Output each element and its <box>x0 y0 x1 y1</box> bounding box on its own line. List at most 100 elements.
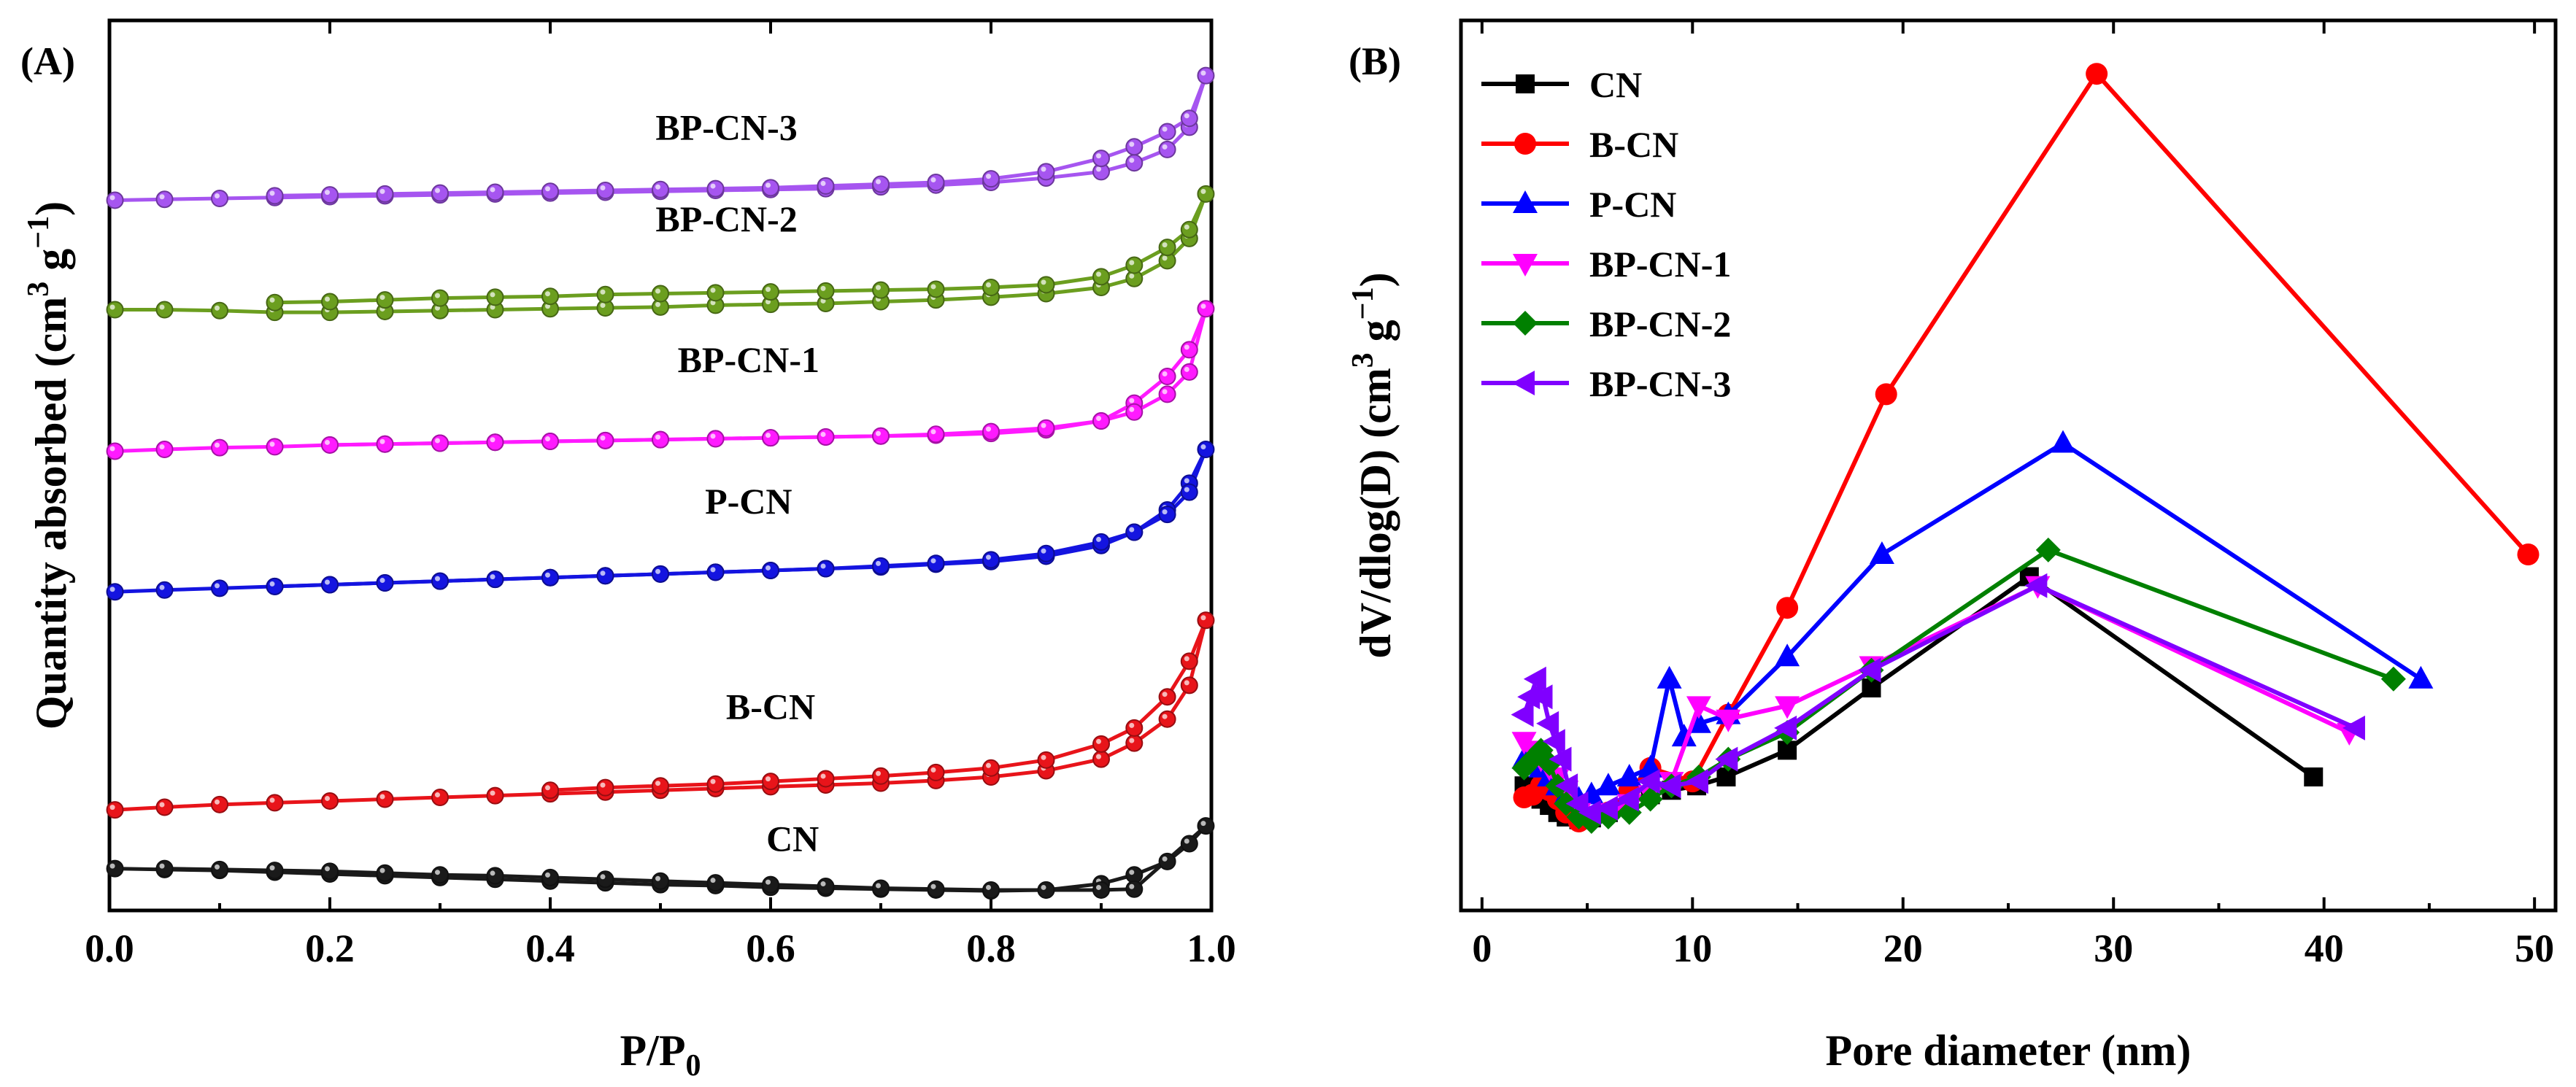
panel-b-x-ticks: 0 10 20 30 40 50 <box>1472 20 2554 970</box>
desorption-point-highlight <box>490 187 495 193</box>
panel-b-x-tick-label: 40 <box>2305 927 2344 970</box>
adsorption-point <box>486 786 504 805</box>
desorption-point-highlight <box>1162 509 1168 515</box>
desorption-point <box>762 179 779 197</box>
desorption-point-highlight <box>379 867 385 873</box>
series-label-bp-cn-1: BP-CN-1 <box>678 339 820 380</box>
desorption-point <box>706 775 725 793</box>
legend-item-bp-cn-1: BP-CN-1 <box>1481 244 1731 285</box>
adsorption-point-highlight <box>1200 615 1206 621</box>
desorption-point <box>321 862 339 881</box>
data-point <box>1671 724 1697 747</box>
data-point <box>1686 696 1711 719</box>
desorption-point <box>1158 688 1176 706</box>
desorption-point <box>927 880 945 898</box>
desorption-point <box>211 860 228 878</box>
desorption-point <box>1092 881 1110 899</box>
legend-item-cn: CN <box>1481 64 1642 105</box>
desorption-point <box>596 285 614 303</box>
desorption-point-highlight <box>159 863 165 869</box>
desorption-point-highlight <box>1162 242 1168 248</box>
adsorption-point-highlight <box>159 584 165 590</box>
desorption-point <box>541 868 559 886</box>
adsorption-point <box>106 191 124 209</box>
adsorption-point <box>106 301 124 319</box>
adsorption-point <box>211 579 228 597</box>
adsorption-point-highlight <box>490 790 495 796</box>
desorption-point <box>376 291 394 309</box>
desorption-point-highlight <box>655 875 660 881</box>
desorption-point <box>1037 751 1055 769</box>
desorption-point-highlight <box>379 295 385 301</box>
desorption-point <box>596 182 614 200</box>
desorption-point-highlight <box>986 174 991 179</box>
desorption-point-highlight <box>1041 884 1046 890</box>
adsorption-point-highlight <box>215 799 220 805</box>
adsorption-point <box>1092 750 1110 768</box>
adsorption-point-highlight <box>1200 188 1206 194</box>
data-point <box>2342 715 2365 740</box>
adsorption-point-highlight <box>215 193 220 198</box>
desorption-point <box>1125 719 1144 737</box>
desorption-point <box>431 184 449 202</box>
desorption-point <box>321 293 339 311</box>
panel-b-y-axis-label-main: dV/dlog(D) (cm <box>1351 368 1400 658</box>
adsorption-point <box>1197 66 1215 85</box>
desorption-point-highlight <box>1041 754 1046 760</box>
legend-swatch-marker <box>1513 254 1538 276</box>
adsorption-point <box>106 859 124 878</box>
data-point <box>1776 597 1799 619</box>
desorption-point <box>1158 123 1176 141</box>
desorption-point-highlight <box>1096 738 1101 744</box>
desorption-point-highlight <box>766 433 771 438</box>
adsorption-point-highlight <box>215 305 220 311</box>
desorption-point-highlight <box>1162 389 1168 395</box>
adsorption-point-highlight <box>1184 680 1189 686</box>
adsorption-point <box>106 801 124 819</box>
adsorption-point-highlight <box>109 805 115 811</box>
adsorption-point-highlight <box>435 792 440 798</box>
desorption-point <box>596 870 614 889</box>
panel-b-x-tick-label: 30 <box>2094 927 2133 970</box>
desorption-point-highlight <box>325 296 330 302</box>
desorption-point <box>321 436 339 454</box>
adsorption-point-highlight <box>1162 713 1168 719</box>
adsorption-point-highlight <box>1184 344 1189 350</box>
panel-b-x-axis-label: Pore diameter (nm) <box>1826 1026 2191 1075</box>
data-point <box>1658 773 1681 799</box>
adsorption-point-highlight <box>1184 838 1189 844</box>
data-point <box>1549 746 1572 772</box>
desorption-point <box>872 879 890 897</box>
adsorption-point-highlight <box>1129 158 1135 163</box>
panel-b: (B) 0 10 20 30 40 50 CN B-CN P-CN BP-CN-1 BP-CN-2… <box>1346 18 2558 1075</box>
adsorption-point <box>1158 140 1176 158</box>
desorption-point <box>486 570 504 589</box>
desorption-point-highlight <box>986 554 991 560</box>
adsorption-point-highlight <box>109 863 115 869</box>
adsorption-point <box>1180 835 1198 853</box>
panel-a-y-axis-label-sup2: −1 <box>22 216 55 249</box>
adsorption-point-highlight <box>215 583 220 589</box>
series-label-b-cn: B-CN <box>726 686 815 727</box>
desorption-point-highlight <box>435 576 440 581</box>
desorption-point-highlight <box>876 560 881 566</box>
data-point <box>1616 786 1639 812</box>
panel-a: (A) 0.0 0.2 0.4 0.6 0.8 1.0 CN B-CN P-CN BP-CN-1… <box>20 18 1236 1083</box>
series-bp-cn-3: BP-CN-3 <box>106 66 1215 209</box>
data-point <box>1542 729 1565 754</box>
desorption-point <box>376 185 394 203</box>
desorption-point-highlight <box>1096 416 1101 421</box>
data-point <box>1637 769 1660 794</box>
desorption-point <box>1180 363 1198 381</box>
desorption-point-highlight <box>710 433 716 439</box>
desorption-point-highlight <box>876 179 881 185</box>
desorption-point <box>596 778 614 797</box>
desorption-point-highlight <box>545 785 550 791</box>
desorption-point <box>1092 533 1110 551</box>
adsorption-point-highlight <box>1129 738 1135 743</box>
series-cn: CN <box>106 817 1215 900</box>
desorption-point-highlight <box>1162 692 1168 697</box>
panel-b-y-axis-label-sup1: 3 <box>1346 352 1380 368</box>
series-label-cn: CN <box>766 818 819 859</box>
adsorption-point-highlight <box>1200 303 1206 309</box>
